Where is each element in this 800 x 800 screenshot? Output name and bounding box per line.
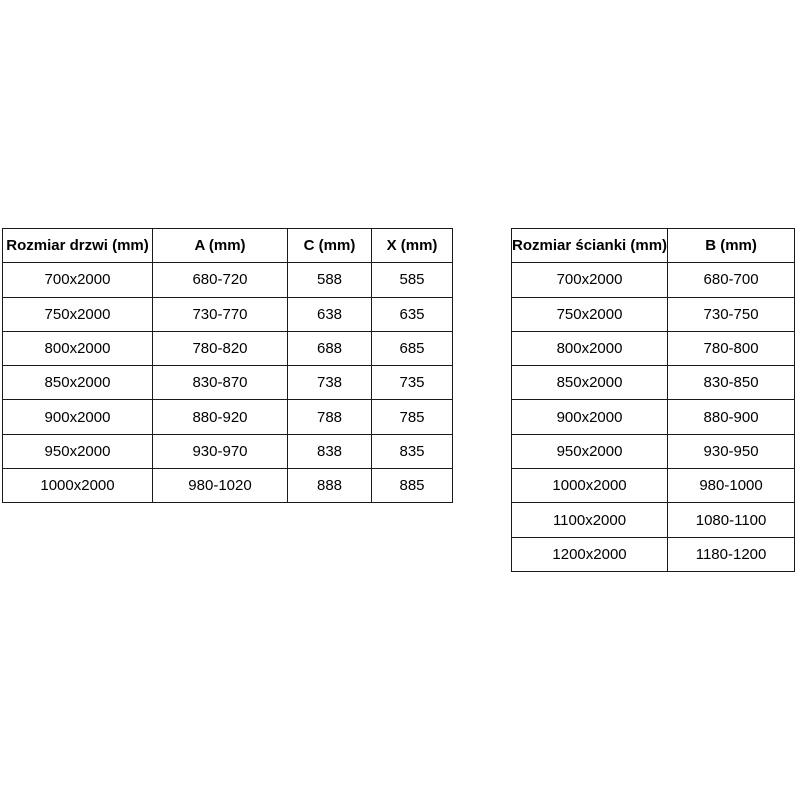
table-cell: 700x2000 (2, 262, 153, 298)
table-row: 700x2000 680-720 588 585 (2, 262, 453, 298)
table-row: 700x2000 680-700 (510, 262, 796, 298)
table-cell: 585 (371, 262, 453, 298)
table-cell: 730-750 (667, 296, 796, 332)
table-cell: 750x2000 (2, 296, 153, 332)
table-row: 950x2000 930-950 (510, 433, 796, 470)
table-cell: 980-1020 (152, 468, 288, 504)
table-cell: 680-720 (152, 262, 288, 298)
table-cell: 1000x2000 (2, 468, 153, 504)
table-row: 850x2000 830-850 (510, 365, 796, 401)
table-row: 900x2000 880-900 (510, 399, 796, 435)
table-row: 750x2000 730-750 (510, 296, 796, 332)
table-cell: 850x2000 (2, 365, 153, 401)
column-header-x-mm: X (mm) (371, 227, 453, 264)
table-cell: 800x2000 (2, 330, 153, 367)
table-cell: 785 (371, 399, 453, 435)
table-row: 800x2000 780-800 (510, 330, 796, 367)
table-row: 1000x2000 980-1000 (510, 468, 796, 504)
table-cell: 1100x2000 (510, 502, 669, 538)
table-cell: 588 (287, 262, 372, 298)
table-cell: 900x2000 (510, 399, 669, 435)
column-header-rozmiar-drzwi: Rozmiar drzwi (mm) (2, 227, 153, 264)
table-cell: 888 (287, 468, 372, 504)
table-row: 1000x2000 980-1020 888 885 (2, 468, 453, 504)
door-table-body: 700x2000 680-720 588 585 750x2000 730-770 638 6… (2, 262, 453, 504)
table-cell: 900x2000 (2, 399, 153, 435)
wall-table-body: 700x2000 680-700 750x2000 730-750 800x2000 78… (510, 262, 796, 572)
table-cell: 738 (287, 365, 372, 401)
table-row: 1100x2000 1080-1100 (510, 502, 796, 538)
column-header-b-mm: B (mm) (667, 227, 796, 264)
table-cell: 780-820 (152, 330, 288, 367)
table-cell: 930-970 (152, 433, 288, 470)
table-cell: 1180-1200 (667, 536, 796, 572)
table-cell: 880-900 (667, 399, 796, 435)
table-row: 750x2000 730-770 638 635 (2, 296, 453, 332)
table-cell: 780-800 (667, 330, 796, 367)
table-cell: 688 (287, 330, 372, 367)
table-cell: 700x2000 (510, 262, 669, 298)
table-row: 850x2000 830-870 738 735 (2, 365, 453, 401)
table-cell: 680-700 (667, 262, 796, 298)
table-cell: 830-870 (152, 365, 288, 401)
table-cell: 950x2000 (510, 433, 669, 470)
table-cell: 1200x2000 (510, 536, 669, 572)
table-cell: 730-770 (152, 296, 288, 332)
table-row: 900x2000 880-920 788 785 (2, 399, 453, 435)
table-cell: 850x2000 (510, 365, 669, 401)
wall-table-header-row: Rozmiar ścianki (mm) B (mm) (510, 227, 796, 264)
table-cell: 635 (371, 296, 453, 332)
column-header-rozmiar-scianki: Rozmiar ścianki (mm) (510, 227, 669, 264)
table-cell: 830-850 (667, 365, 796, 401)
table-cell: 1000x2000 (510, 468, 669, 504)
wall-size-table: Rozmiar ścianki (mm) B (mm) 700x2000 680-… (510, 227, 796, 572)
table-cell: 835 (371, 433, 453, 470)
table-cell: 885 (371, 468, 453, 504)
table-cell: 750x2000 (510, 296, 669, 332)
table-row: 800x2000 780-820 688 685 (2, 330, 453, 367)
table-cell: 930-950 (667, 433, 796, 470)
table-cell: 735 (371, 365, 453, 401)
table-cell: 838 (287, 433, 372, 470)
column-header-c-mm: C (mm) (287, 227, 372, 264)
table-cell: 788 (287, 399, 372, 435)
table-cell: 950x2000 (2, 433, 153, 470)
door-table-header-row: Rozmiar drzwi (mm) A (mm) C (mm) X (mm) (2, 227, 453, 264)
table-cell: 638 (287, 296, 372, 332)
table-cell: 880-920 (152, 399, 288, 435)
table-cell: 980-1000 (667, 468, 796, 504)
table-row: 1200x2000 1180-1200 (510, 536, 796, 572)
table-row: 950x2000 930-970 838 835 (2, 433, 453, 470)
table-cell: 1080-1100 (667, 502, 796, 538)
table-cell: 800x2000 (510, 330, 669, 367)
table-cell: 685 (371, 330, 453, 367)
door-size-table: Rozmiar drzwi (mm) A (mm) C (mm) X (mm) … (2, 227, 453, 504)
column-header-a-mm: A (mm) (152, 227, 288, 264)
